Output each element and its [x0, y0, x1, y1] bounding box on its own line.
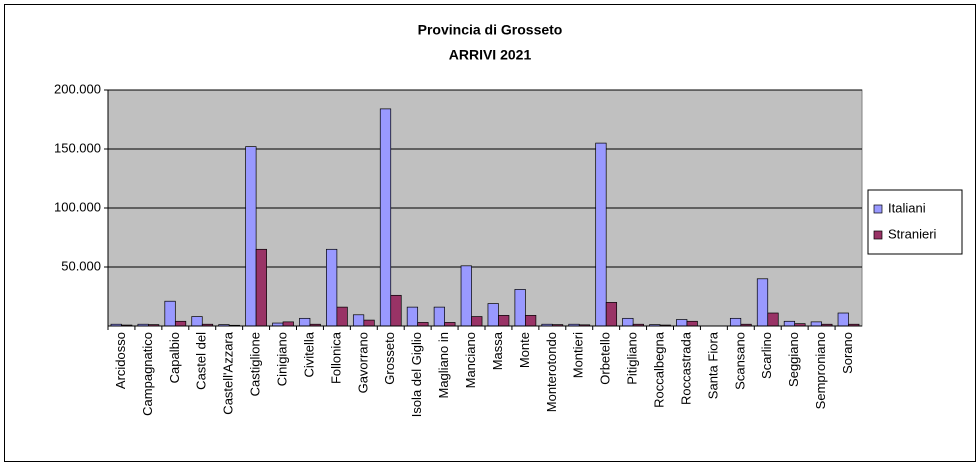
bar — [363, 319, 375, 327]
x-tick-label: Castel del — [194, 332, 209, 390]
chart-subtitle: ARRIVI 2021 — [449, 47, 532, 63]
x-tick-label: Castiglione — [248, 332, 263, 396]
x-tick-label: Sorano — [840, 332, 855, 374]
x-tick-label: Massa — [490, 331, 505, 370]
bar — [433, 306, 445, 327]
x-tick-label: Roccalbegna — [651, 331, 666, 408]
bar — [783, 320, 796, 327]
x-tick-label: Isola del Giglio — [409, 332, 424, 417]
x-tick-label: Roccastrada — [678, 331, 693, 405]
y-tick-label: 150.000 — [54, 140, 101, 155]
bar — [326, 248, 338, 327]
x-tick-label: Grosseto — [382, 332, 397, 385]
bar — [498, 315, 510, 327]
bar — [191, 316, 203, 327]
bar — [174, 320, 187, 327]
x-tick-label: Civitella — [301, 331, 316, 377]
legend-box — [867, 189, 963, 255]
bar — [255, 248, 267, 327]
legend-label: Stranieri — [888, 226, 937, 241]
y-tick-label: 100.000 — [54, 199, 101, 214]
bar — [756, 278, 769, 327]
x-tick-label: Gavorrano — [355, 332, 370, 393]
x-tick-label: Semproniano — [813, 332, 828, 409]
bar — [471, 316, 483, 327]
bar — [390, 294, 402, 327]
bar — [352, 314, 365, 327]
x-tick-label: Cinigiano — [274, 332, 289, 386]
bar — [686, 320, 698, 327]
bar — [729, 317, 742, 327]
legend-swatch — [873, 230, 883, 240]
legend-swatch — [873, 204, 883, 214]
bar — [299, 317, 311, 327]
x-tick-label: Monte — [517, 332, 532, 368]
legend-label: Italiani — [888, 200, 926, 215]
bar — [605, 302, 618, 327]
x-tick-label: Manciano — [463, 332, 478, 388]
x-tick-label: Scarlino — [759, 332, 774, 379]
bar — [837, 312, 849, 327]
chart-title: Provincia di Grosseto — [418, 22, 563, 38]
x-tick-label: Follonica — [328, 331, 343, 384]
x-tick-label: Castell'Azzara — [221, 331, 236, 414]
bar — [406, 306, 419, 327]
bar — [417, 322, 429, 327]
bar — [336, 306, 348, 327]
bar — [810, 321, 822, 327]
x-tick-label: Arcidosso — [113, 332, 128, 389]
x-tick-label: Scansano — [732, 332, 747, 390]
bar — [164, 300, 176, 327]
x-tick-label: Campagnatico — [140, 332, 155, 416]
x-tick-label: Orbetello — [598, 332, 613, 385]
y-tick-label: 50.000 — [61, 258, 101, 273]
x-tick-label: Santa Fiora — [705, 331, 720, 399]
bar — [487, 303, 499, 327]
bar — [595, 142, 607, 327]
x-tick-label: Magliano in — [436, 332, 451, 399]
bar — [622, 317, 634, 327]
x-tick-label: Monterotondo — [544, 332, 559, 412]
bar — [525, 315, 537, 327]
x-tick-label: Seggiano — [786, 332, 801, 387]
bar — [767, 312, 779, 327]
bar — [282, 321, 294, 327]
bar — [460, 265, 472, 327]
y-tick-label: 200.000 — [54, 81, 101, 96]
bar — [514, 289, 526, 327]
bar — [245, 146, 257, 327]
bar — [444, 322, 456, 327]
bar — [379, 108, 392, 327]
x-tick-label: Pitigliano — [625, 332, 640, 385]
bar — [676, 319, 688, 327]
x-tick-label: Montieri — [571, 332, 586, 378]
x-tick-label: Capalbio — [167, 332, 182, 383]
